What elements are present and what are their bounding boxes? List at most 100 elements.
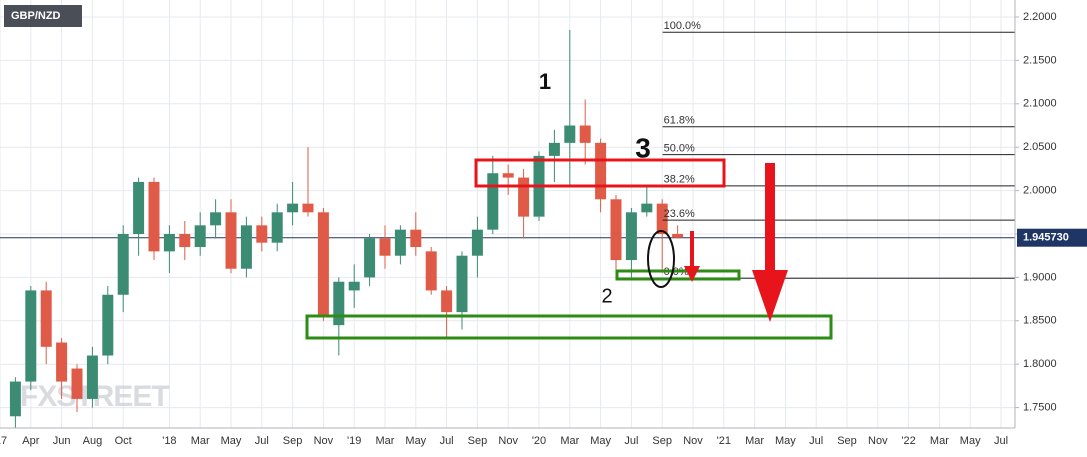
current-price-box [1017,228,1087,247]
candle-body [379,238,391,256]
x-tick-label: May [221,435,242,447]
annotation: 2 [601,285,612,307]
candle-body [364,238,376,278]
candle-body [25,290,37,382]
arrow-large [765,163,775,273]
candle-body [56,342,68,382]
candle-body [564,125,576,143]
candle-body [163,234,175,252]
resistance-box [474,158,726,188]
candle-body [86,355,98,399]
candle-body [9,381,21,417]
x-tick-label: Nov [868,435,888,447]
y-tick-label: 2.1500 [1023,54,1057,66]
arrow-small-head [684,266,700,282]
candle-body [148,181,160,252]
candle-body [71,368,83,399]
candle-body [502,173,514,178]
chart-title: GBP/NZD [11,10,61,22]
support-box-small [615,269,741,281]
y-tick-label: 2.0000 [1023,185,1057,197]
y-tick-label: 1.7500 [1023,402,1057,414]
candle-body [117,234,129,295]
x-tick-label: Sep [283,435,303,447]
y-tick-label: 2.2000 [1023,11,1057,23]
candle-body [425,251,437,291]
y-tick-label: 1.8500 [1023,315,1057,327]
candle-body [240,225,252,269]
fib-levels: 100.0%61.8%50.0%38.2%23.6%0.0% [662,20,1015,279]
fib-label: 38.2% [664,174,695,186]
y-tick-label: 2.1000 [1023,98,1057,110]
candle-body [394,229,406,256]
candle-body [317,212,329,317]
x-tick-label: May [405,435,426,447]
x-tick-label: Jun [53,435,71,447]
x-tick-label: Mar [560,435,579,447]
x-tick-label: Sep [652,435,672,447]
x-tick-label: Jul [624,435,638,447]
x-tick-label: May [775,435,796,447]
candle-body [194,225,206,248]
candle-body [441,290,453,313]
candle-body [133,181,145,235]
x-tick-label: Mar [745,435,764,447]
candle-body [348,281,360,291]
x-tick-label: Nov [683,435,703,447]
current-price-label: 1.945730 [1023,232,1069,244]
annotation: 1 [539,69,551,94]
x-tick-label: Sep [468,435,488,447]
x-tick-label: Jul [440,435,454,447]
fib-label: 61.8% [664,115,695,127]
x-tick-label: '19 [347,435,361,447]
x-tick-label: Mar [930,435,949,447]
price-axis-bg [1015,0,1087,457]
x-tick-label: Nov [314,435,334,447]
candle-body [271,212,283,243]
candle-body [579,125,591,143]
arrow-large-head [752,270,788,322]
y-tick-label: 1.9000 [1023,271,1057,283]
candle-body [672,234,684,238]
candle-body [487,173,499,230]
candle-body [333,281,345,326]
x-tick-label: Mar [191,435,210,447]
candle-body [518,177,530,217]
candle-body [179,234,191,248]
fib-label: 100.0% [664,20,702,32]
candle-body [625,212,637,261]
x-tick-label: '17 [0,435,7,447]
x-tick-label: Mar [376,435,395,447]
x-tick-label: '22 [901,435,915,447]
x-tick-label: Apr [22,435,39,447]
x-tick-label: Aug [83,435,103,447]
candle-body [256,225,268,243]
candle-body [641,203,653,213]
title-box [4,5,82,27]
circle-marker [647,230,675,288]
time-axis-bg [0,428,1015,457]
candle-body [225,212,237,269]
x-tick-label: Jul [809,435,823,447]
x-tick-label: '18 [162,435,176,447]
x-tick-label: Oct [115,435,132,447]
x-tick-label: '21 [717,435,731,447]
x-tick-label: Jul [255,435,269,447]
candle-body [471,229,483,256]
candle-body [102,294,114,356]
candle-body [40,290,52,347]
support-box [305,314,833,340]
y-tick-label: 1.8000 [1023,358,1057,370]
annotation: 3 [635,132,651,163]
candle-body [302,203,314,213]
candle-body [287,203,299,213]
candle-body [656,203,668,235]
candle-body [548,142,560,156]
x-tick-label: Nov [498,435,518,447]
candle-body [456,255,468,313]
x-tick-label: '20 [532,435,546,447]
